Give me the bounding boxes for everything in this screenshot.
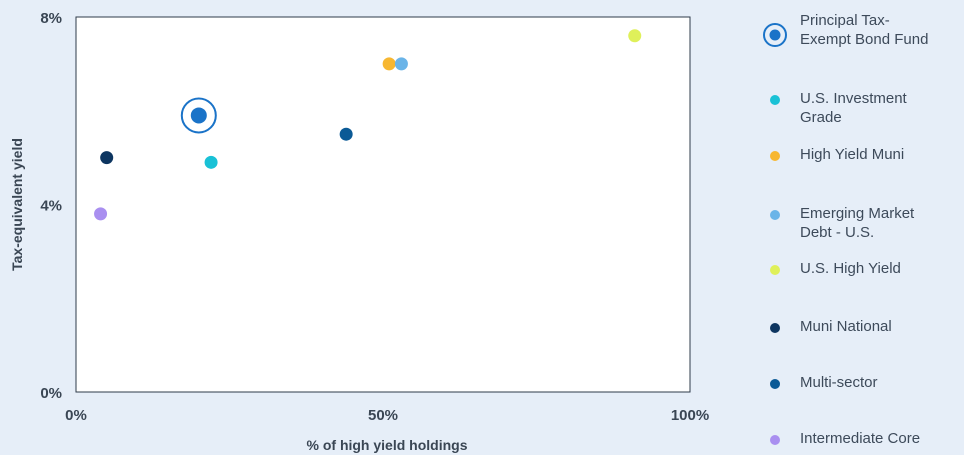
legend-label: Principal Tax- Exempt Bond Fund xyxy=(800,12,929,48)
x-tick-label: 0% xyxy=(65,407,87,424)
y-tick-label: 4% xyxy=(40,198,62,215)
y-tick-label: 8% xyxy=(40,10,62,27)
legend-label: Emerging Market Debt - U.S. xyxy=(800,205,915,241)
data-point-featured xyxy=(180,97,217,134)
legend-label: U.S. Investment Grade xyxy=(800,90,907,126)
x-axis-title: % of high yield holdings xyxy=(307,437,468,453)
y-axis-title: Tax-equivalent yield xyxy=(9,138,25,271)
data-point xyxy=(100,151,114,165)
legend-marker-icon xyxy=(763,23,787,47)
legend: Principal Tax- Exempt Bond Fund U.S. Inves… xyxy=(760,0,964,455)
legend-marker-icon xyxy=(770,265,780,275)
data-point xyxy=(382,57,396,71)
x-tick-label: 50% xyxy=(368,407,398,424)
plot-area xyxy=(75,16,691,393)
legend-label: Intermediate Core xyxy=(800,430,921,447)
legend-marker-icon xyxy=(770,95,780,105)
legend-marker-icon xyxy=(770,435,780,445)
legend-label: Multi-sector xyxy=(800,374,878,391)
data-point xyxy=(94,207,108,221)
data-point xyxy=(394,57,408,71)
y-tick-label: 0% xyxy=(40,385,62,402)
legend-marker-icon xyxy=(770,379,780,389)
legend-marker-icon xyxy=(770,323,780,333)
x-tick-label: 100% xyxy=(671,407,709,424)
y-axis-ticks: 0% 4% 8% xyxy=(40,10,62,402)
legend-label: High Yield Muni xyxy=(800,146,905,163)
legend-marker-icon xyxy=(770,210,780,220)
legend-label: U.S. High Yield xyxy=(800,260,901,277)
x-axis-ticks: 0% 50% 100% xyxy=(65,407,709,424)
data-point xyxy=(204,155,218,169)
scatter-chart: 0% 4% 8% 0% 50% 100% Tax-equivalent yield % … xyxy=(9,10,709,453)
data-point xyxy=(339,127,353,141)
legend-marker-icon xyxy=(770,151,780,161)
legend-label: Muni National xyxy=(800,318,892,335)
data-points xyxy=(94,29,642,221)
data-point xyxy=(628,29,642,43)
